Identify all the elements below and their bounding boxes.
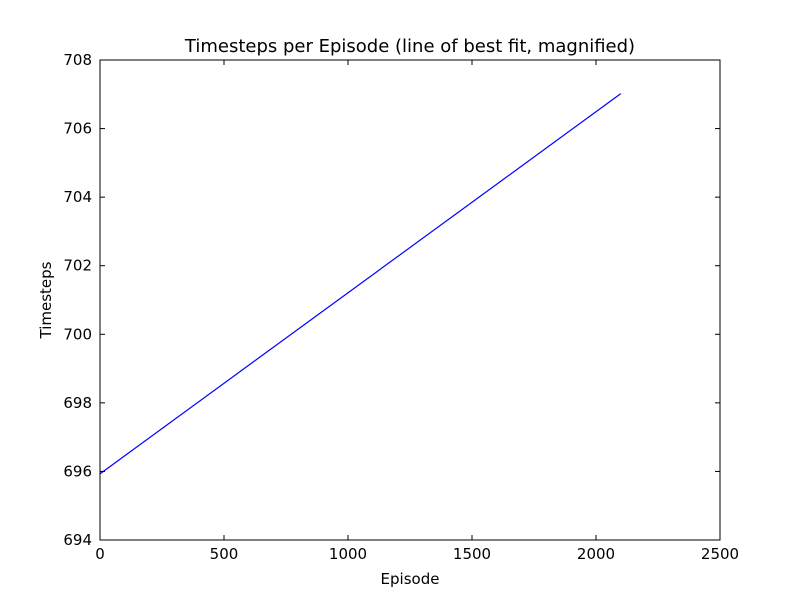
y-axis-label: Timesteps [37,261,55,339]
x-axis-label: Episode [381,570,440,588]
y-tick-label: 694 [63,531,92,549]
x-tick-label: 1500 [453,545,491,563]
x-tick-label: 0 [95,545,105,563]
y-tick-label: 704 [63,188,92,206]
y-tick-label: 698 [63,394,92,412]
y-tick-label: 706 [63,120,92,138]
x-tick-label: 500 [210,545,239,563]
plot-area: 0 500 1000 1500 2000 2500 694 696 698 700 702 704 70… [63,51,739,563]
y-tick-label: 696 [63,462,92,480]
x-tick-label: 2500 [701,545,739,563]
chart-title: Timesteps per Episode (line of best fit,… [184,36,635,57]
series-line-0 [99,93,622,475]
x-tick-label: 2000 [577,545,615,563]
y-tick-label: 700 [63,325,92,343]
plot-frame [99,59,721,541]
y-tick-label: 708 [63,51,92,69]
x-tick-label: 1000 [329,545,367,563]
y-tick-label: 702 [63,257,92,275]
